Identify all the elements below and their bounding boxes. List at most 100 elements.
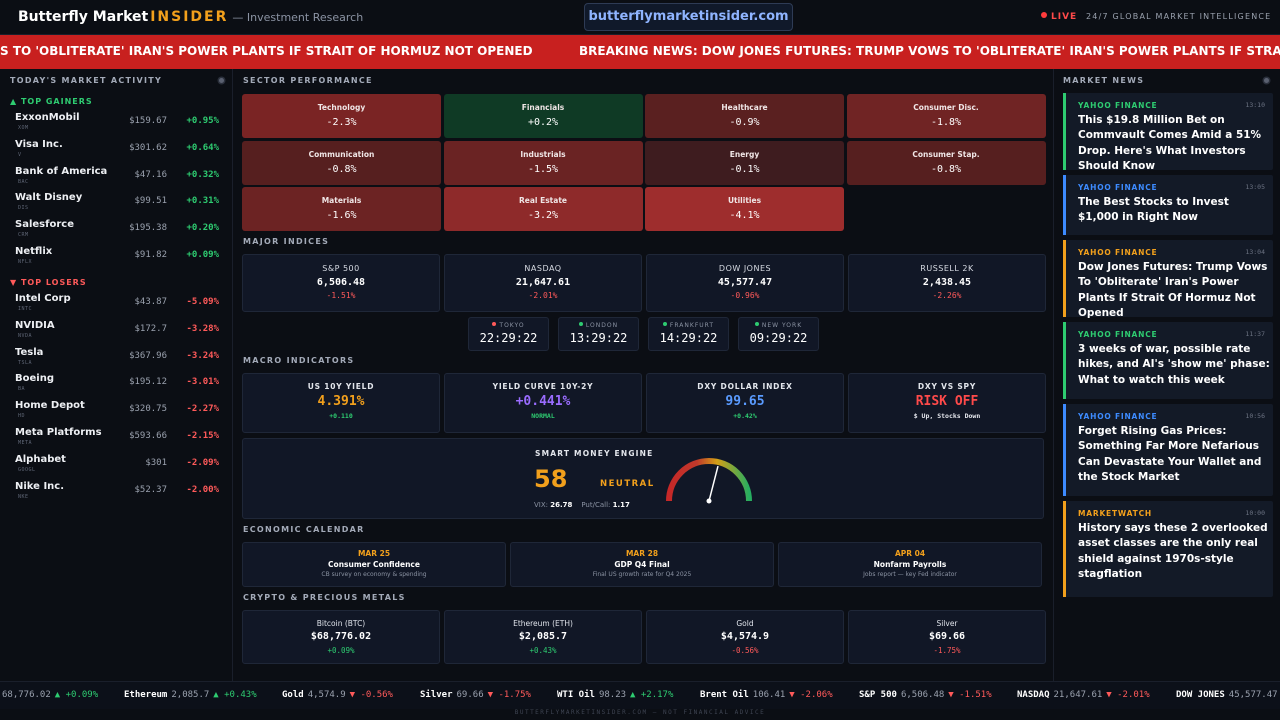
macro-card[interactable]: US 10Y YIELD 4.391% +0.110 [242, 373, 440, 433]
news-source: MARKETWATCH [1078, 509, 1152, 518]
stock-row[interactable]: Walt Disney DIS $99.51 +0.31% [0, 190, 233, 217]
asset-name: Bitcoin (BTC) [316, 619, 366, 628]
market-activity-title: TODAY'S MARKET ACTIVITY [10, 76, 163, 85]
index-card[interactable]: DOW JONES 45,577.47 -0.96% [646, 254, 844, 312]
stock-row[interactable]: Bank of America BAC $47.16 +0.32% [0, 164, 233, 191]
index-value: 21,647.61 [515, 277, 571, 288]
stock-row[interactable]: Intel Corp INTC $43.87 -5.09% [0, 291, 233, 318]
market-status-dot-icon [578, 322, 583, 326]
news-item[interactable]: MARKETWATCH 10:00 History says these 2 ove… [1063, 501, 1273, 597]
macro-name: DXY VS SPY [917, 382, 977, 391]
price-ticker[interactable]: 68,776.02 ▲ +0.09% Ethereum 2,085.7 ▲ +0.43%… [0, 681, 1280, 709]
asset-card[interactable]: Silver $69.66 -1.75% [848, 610, 1046, 664]
market-status-dot-icon [754, 322, 759, 326]
stock-row[interactable]: ExxonMobil XOM $159.67 +0.95% [0, 110, 233, 137]
stock-row[interactable]: Nike Inc. NKE $52.37 -2.00% [0, 479, 233, 506]
stock-name: Tesla [15, 346, 44, 358]
asset-card[interactable]: Bitcoin (BTC) $68,776.02 +0.09% [242, 610, 440, 664]
index-card[interactable]: RUSSELL 2K 2,438.45 -2.26% [848, 254, 1046, 312]
gauge-hub [706, 498, 712, 504]
stock-row[interactable]: Visa Inc. V $301.62 +0.64% [0, 137, 233, 164]
ticker-item[interactable]: Silver 69.66 ▼ -1.75% [420, 690, 531, 700]
asset-card[interactable]: Gold $4,574.9 -0.56% [646, 610, 844, 664]
ticker-item[interactable]: WTI Oil 98.23 ▲ +2.17% [557, 690, 673, 700]
ticker-item[interactable]: 68,776.02 ▲ +0.09% [2, 690, 98, 700]
top-losers-label: ▼ TOP LOSERS [10, 278, 87, 287]
ticker-change: ▼ -2.01% [1106, 690, 1150, 700]
site-url-box[interactable]: butterflymarketinsider.com [584, 3, 793, 31]
asset-change: -0.56% [731, 646, 759, 655]
market-clock: LONDON 13:29:22 [558, 317, 639, 351]
news-item[interactable]: YAHOO FINANCE 13:10 This $19.8 Million Bet… [1063, 93, 1273, 172]
index-name: S&P 500 [322, 264, 360, 273]
breaking-text-left: S TO 'OBLITERATE' IRAN'S POWER PLANTS IF… [0, 44, 533, 58]
smart-money-engine-card: SMART MONEY ENGINE 58 NEUTRAL VIX: 26.78… [242, 438, 1044, 519]
stock-row[interactable]: Alphabet GOOGL $301 -2.09% [0, 452, 233, 479]
calendar-event[interactable]: APR 04 Nonfarm Payrolls Jobs report — key … [778, 542, 1042, 587]
brand-logo[interactable]: Butterfly Market INSIDER — Investment Rese… [18, 9, 363, 25]
news-headline: This $19.8 Million Bet on Commvault Come… [1078, 114, 1262, 172]
calendar-event[interactable]: MAR 28 GDP Q4 Final Final US growth rate f… [510, 542, 774, 587]
stock-ticker: TSLA [18, 359, 33, 366]
ticker-price: 98.23 [598, 690, 627, 700]
ticker-name: Gold [282, 690, 304, 700]
ticker-item[interactable]: Ethereum 2,085.7 ▲ +0.43% [124, 690, 257, 700]
stock-row[interactable]: Tesla TSLA $367.96 -3.24% [0, 345, 233, 372]
news-time: 13:05 [1245, 183, 1265, 191]
event-note: Final US growth rate for Q4 2025 [592, 571, 692, 578]
sector-tile[interactable]: Consumer Disc. -1.8% [846, 94, 1046, 138]
news-item[interactable]: YAHOO FINANCE 11:37 3 weeks of war, possib… [1063, 322, 1273, 399]
sector-tile[interactable]: Consumer Stap. -0.8% [846, 140, 1046, 185]
panel-settings-icon[interactable] [219, 78, 224, 83]
ticker-item[interactable]: DOW JONES 45,577.47 [1176, 690, 1280, 700]
news-settings-icon[interactable] [1264, 78, 1269, 83]
stock-name: Walt Disney [15, 192, 83, 204]
sector-tile[interactable]: Financials +0.2% [443, 94, 643, 138]
stock-name: Home Depot [15, 400, 85, 412]
index-card[interactable]: S&P 500 6,506.48 -1.51% [242, 254, 440, 312]
sector-change: -4.1% [729, 210, 760, 222]
stock-row[interactable]: Meta Platforms META $593.66 -2.15% [0, 425, 233, 452]
tagline: 24/7 GLOBAL MARKET INTELLIGENCE [1086, 12, 1272, 21]
index-name: RUSSELL 2K [920, 264, 974, 273]
ticker-item[interactable]: NASDAQ 21,647.61 ▼ -2.01% [1017, 690, 1150, 700]
ticker-item[interactable]: Gold 4,574.9 ▼ -0.56% [282, 690, 393, 700]
macro-value: RISK OFF [915, 394, 979, 409]
sector-tile[interactable]: Industrials -1.5% [443, 140, 643, 185]
clock-city: FRANKFURT [649, 322, 728, 329]
macro-card[interactable]: DXY DOLLAR INDEX 99.65 +0.42% [646, 373, 844, 433]
stock-row[interactable]: Netflix NFLX $91.82 +0.09% [0, 244, 233, 271]
stock-row[interactable]: NVIDIA NVDA $172.7 -3.28% [0, 318, 233, 345]
news-item[interactable]: YAHOO FINANCE 13:04 Dow Jones Futures: Tru… [1063, 240, 1273, 319]
gauge-arc [666, 458, 752, 502]
stock-name: ExxonMobil [15, 112, 80, 123]
sector-tile[interactable]: Communication -0.8% [242, 140, 441, 185]
news-item[interactable]: YAHOO FINANCE 10:56 Forget Rising Gas Pric… [1063, 404, 1273, 496]
clock-city-label: NEW YORK [761, 322, 803, 329]
stock-row[interactable]: Salesforce CRM $195.38 +0.20% [0, 217, 233, 244]
ticker-price: 106.41 [752, 690, 786, 700]
put-call-value: 1.17 [612, 501, 630, 509]
index-card[interactable]: NASDAQ 21,647.61 -2.01% [444, 254, 642, 312]
breaking-news-bar[interactable]: S TO 'OBLITERATE' IRAN'S POWER PLANTS IF… [0, 35, 1280, 69]
ticker-item[interactable]: Brent Oil 106.41 ▼ -2.06% [700, 690, 833, 700]
sector-name: Communication [308, 149, 375, 159]
stock-row[interactable]: Boeing BA $195.12 -3.01% [0, 371, 233, 398]
stock-row[interactable]: Home Depot HD $320.75 -2.27% [0, 398, 233, 425]
sector-tile[interactable]: Real Estate -3.2% [443, 187, 643, 232]
sector-tile[interactable]: Utilities -4.1% [645, 187, 844, 232]
asset-card[interactable]: Ethereum (ETH) $2,085.7 +0.43% [444, 610, 642, 664]
stock-price: $593.66 [129, 431, 167, 441]
news-item[interactable]: YAHOO FINANCE 13:05 The Best Stocks to Inv… [1063, 175, 1273, 235]
sector-tile[interactable]: Materials -1.6% [242, 187, 441, 232]
macro-card[interactable]: DXY VS SPY RISK OFF $ Up, Stocks Down [848, 373, 1046, 433]
macro-card[interactable]: YIELD CURVE 10Y-2Y +0.441% NORMAL [444, 373, 642, 433]
sector-tile[interactable]: Technology -2.3% [242, 94, 441, 138]
calendar-event[interactable]: MAR 25 Consumer Confidence CB survey on ec… [242, 542, 506, 587]
sector-tile[interactable]: Healthcare -0.9% [645, 94, 844, 138]
asset-change: +0.09% [327, 646, 355, 655]
ticker-item[interactable]: S&P 500 6,506.48 ▼ -1.51% [859, 690, 992, 700]
sector-tile[interactable]: Energy -0.1% [645, 140, 844, 185]
clock-city-label: FRANKFURT [669, 322, 715, 329]
clock-time: 22:29:22 [479, 331, 538, 345]
